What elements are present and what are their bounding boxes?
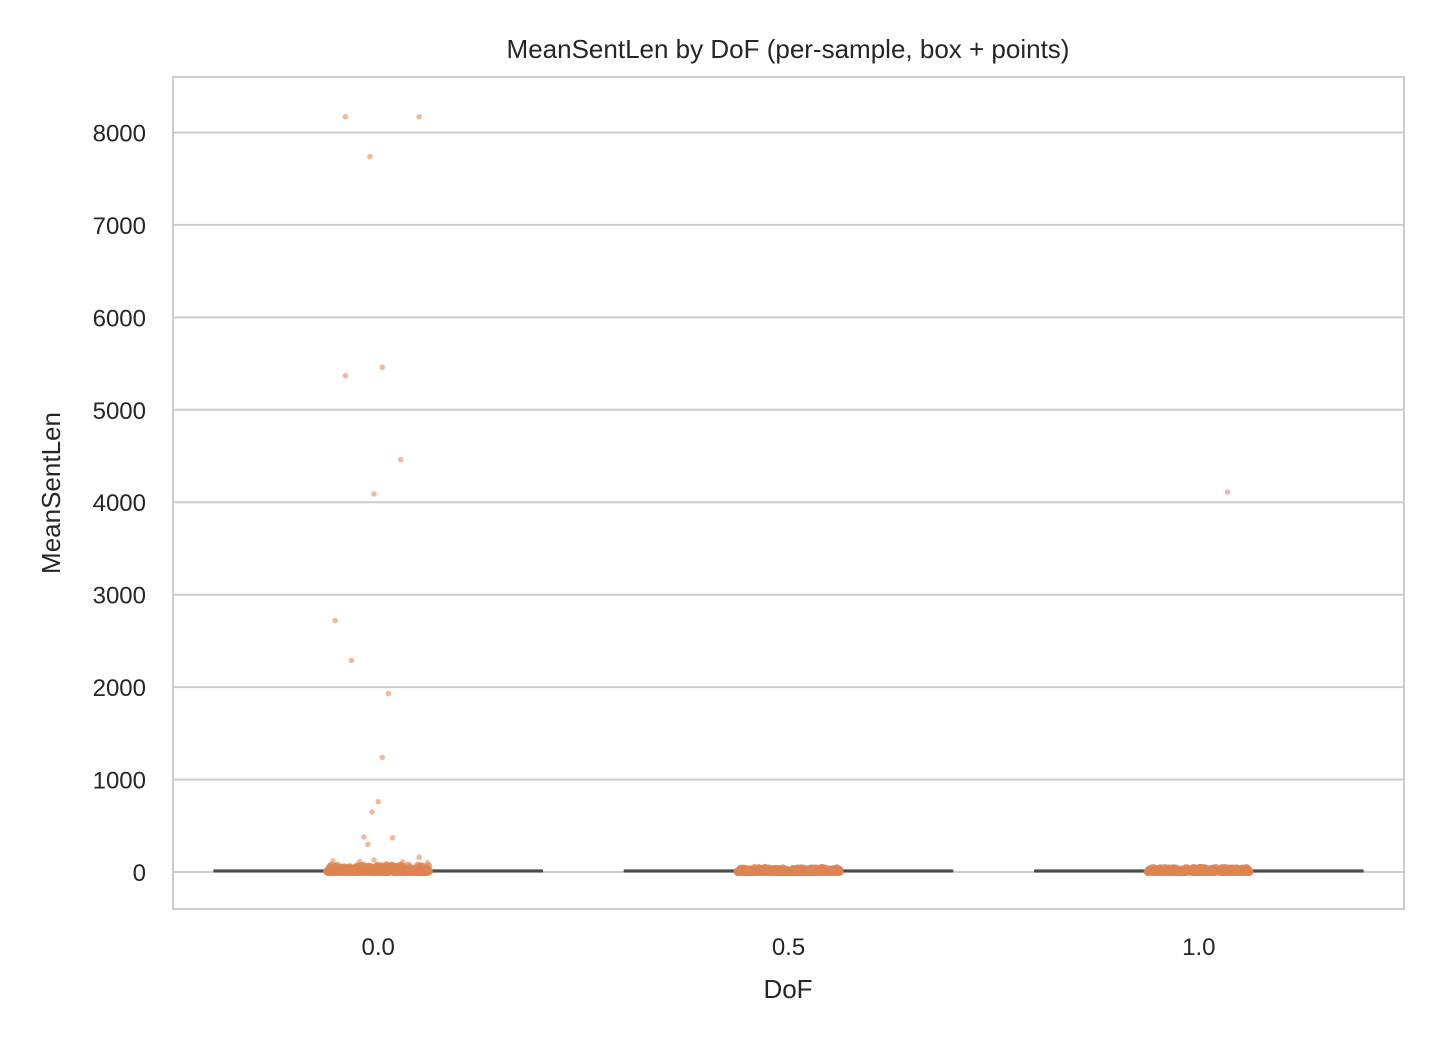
data-point bbox=[330, 868, 339, 877]
data-point bbox=[371, 491, 377, 497]
data-point bbox=[369, 809, 375, 815]
grid-lines bbox=[173, 131, 1404, 874]
data-point bbox=[397, 456, 404, 463]
data-point bbox=[1240, 867, 1249, 876]
y-tick-label: 6000 bbox=[93, 305, 146, 332]
data-point bbox=[375, 798, 381, 805]
data-point bbox=[330, 858, 336, 864]
data-point bbox=[361, 834, 367, 840]
y-tick-label: 7000 bbox=[93, 213, 146, 240]
data-point bbox=[787, 868, 796, 877]
x-tick-label: 0.5 bbox=[772, 934, 805, 961]
x-axis-label: DoF bbox=[763, 974, 812, 1004]
y-tick-label: 0 bbox=[133, 860, 146, 887]
data-point bbox=[369, 867, 378, 876]
data-point bbox=[379, 754, 386, 761]
data-point bbox=[767, 868, 776, 877]
data-point bbox=[1189, 868, 1198, 877]
y-tick-label: 5000 bbox=[93, 398, 146, 425]
y-tick-label: 2000 bbox=[93, 675, 146, 702]
data-point bbox=[1224, 489, 1231, 495]
data-point bbox=[365, 841, 371, 848]
x-tick-labels: 0.0 0.5 1.0 bbox=[361, 934, 1215, 961]
data-point bbox=[1176, 867, 1185, 876]
data-point bbox=[416, 854, 423, 861]
data-point bbox=[423, 867, 432, 876]
y-tick-label: 3000 bbox=[93, 583, 146, 610]
data-point bbox=[410, 867, 419, 876]
data-point bbox=[356, 859, 363, 865]
data-point bbox=[385, 690, 392, 697]
data-point bbox=[383, 860, 390, 867]
data-point bbox=[773, 867, 782, 876]
y-axis-label: MeanSentLen bbox=[36, 412, 66, 574]
data-point bbox=[348, 657, 355, 664]
data-point bbox=[379, 364, 386, 371]
data-point bbox=[808, 865, 817, 874]
y-tick-label: 8000 bbox=[93, 120, 146, 147]
data-point bbox=[340, 868, 349, 877]
plot-frame bbox=[172, 76, 1405, 910]
data-point bbox=[814, 868, 823, 877]
points-group bbox=[323, 113, 1254, 877]
y-tick-labels: 0 1000 2000 3000 4000 5000 6000 7000 8000 bbox=[93, 120, 146, 887]
data-point bbox=[424, 859, 431, 866]
data-point bbox=[352, 865, 361, 874]
data-point bbox=[1201, 867, 1210, 876]
data-point bbox=[826, 865, 835, 874]
data-point bbox=[1209, 867, 1218, 876]
data-point bbox=[399, 859, 406, 865]
data-point bbox=[800, 868, 809, 877]
y-tick-label: 1000 bbox=[93, 768, 146, 795]
data-point bbox=[761, 864, 770, 873]
data-point bbox=[1217, 866, 1226, 875]
data-point bbox=[391, 863, 400, 872]
data-point bbox=[342, 372, 349, 379]
chart-title: MeanSentLen by DoF (per-sample, box + po… bbox=[507, 34, 1070, 64]
data-point bbox=[361, 866, 370, 875]
y-tick-label: 4000 bbox=[93, 490, 146, 517]
data-point bbox=[379, 867, 388, 876]
data-point bbox=[342, 113, 349, 120]
data-point bbox=[1232, 865, 1241, 874]
data-point bbox=[749, 867, 758, 876]
data-point bbox=[389, 835, 396, 841]
data-point bbox=[332, 617, 338, 624]
data-point bbox=[1153, 865, 1162, 874]
data-point bbox=[1226, 864, 1235, 873]
x-tick-label: 0.0 bbox=[361, 934, 394, 961]
data-point bbox=[1146, 865, 1155, 874]
data-point bbox=[736, 867, 745, 876]
data-point bbox=[416, 113, 423, 120]
x-tick-label: 1.0 bbox=[1182, 934, 1215, 961]
data-point bbox=[367, 153, 373, 160]
data-point bbox=[371, 857, 377, 863]
